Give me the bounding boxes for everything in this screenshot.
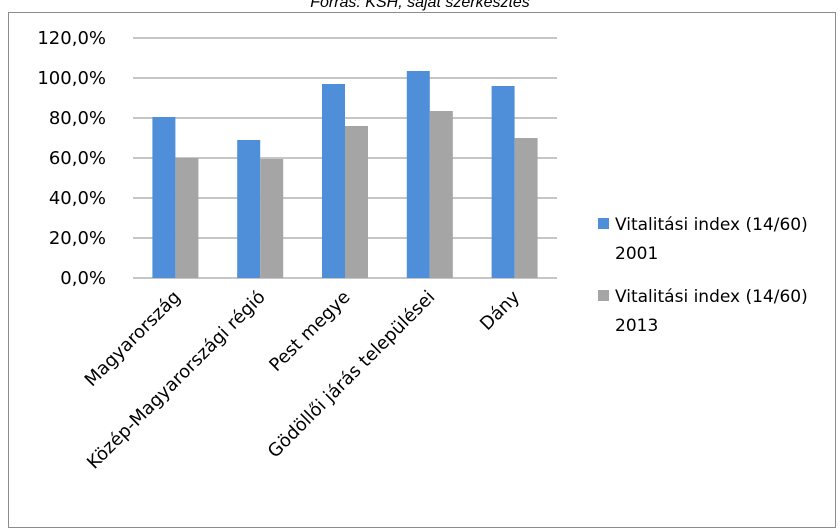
legend-label-year: 2013 <box>615 316 658 336</box>
bar <box>429 111 453 278</box>
x-tick-label: Pest megye <box>265 287 354 376</box>
legend-swatch <box>598 290 609 301</box>
y-tick-label: 80,0% <box>49 108 106 129</box>
bar <box>175 158 199 278</box>
chart-frame <box>8 12 836 528</box>
y-tick-label: 40,0% <box>49 188 106 209</box>
bar <box>345 126 368 278</box>
bar <box>237 140 261 278</box>
legend-label-year: 2001 <box>615 244 658 264</box>
y-tick-label: 120,0% <box>37 28 106 49</box>
y-tick-label: 100,0% <box>37 68 106 89</box>
legend-label: Vitalitási index (14/60) <box>615 215 808 235</box>
legend-label: Vitalitási index (14/60) <box>615 287 808 307</box>
x-tick-label: Dány <box>476 286 524 334</box>
y-tick-label: 20,0% <box>49 228 106 249</box>
bar <box>322 84 345 278</box>
y-tick-label: 60,0% <box>49 148 106 169</box>
x-tick-label: Közép-Magyarországi régió <box>83 287 270 474</box>
bar <box>260 159 284 278</box>
y-tick-label: 0,0% <box>60 268 106 289</box>
bar <box>514 138 538 278</box>
x-tick-label: Gödöllői járás települései <box>264 287 440 463</box>
bar <box>406 71 430 278</box>
legend-swatch <box>598 218 609 229</box>
bar <box>491 86 515 278</box>
bar <box>152 117 176 278</box>
chart-caption: Forrás: KSH, saját szerkesztés <box>310 0 530 11</box>
